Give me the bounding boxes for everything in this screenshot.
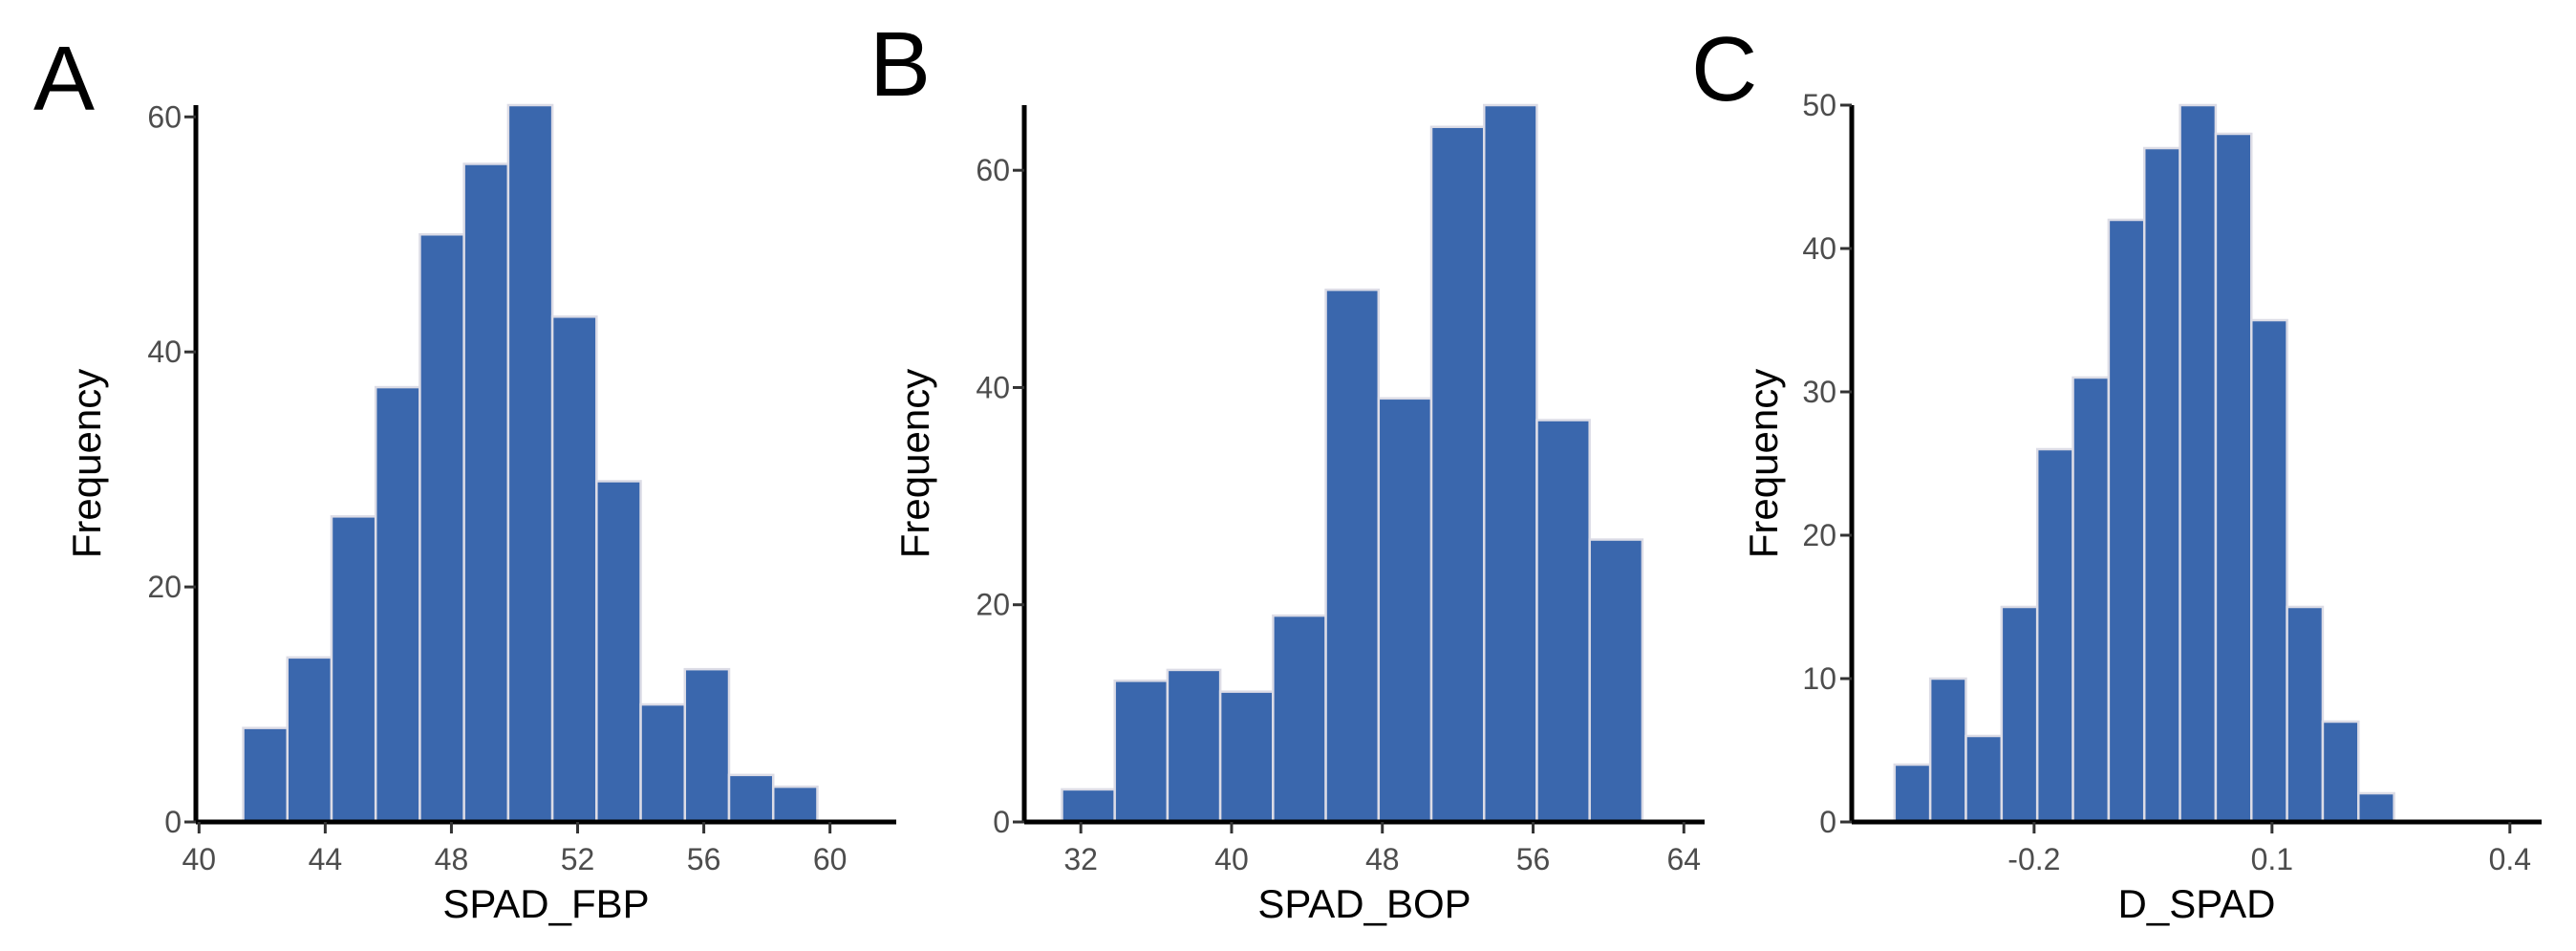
histogram-bar: [2250, 318, 2288, 824]
histogram-bar: [595, 480, 642, 824]
histogram-bar: [330, 515, 377, 824]
panel-letter: B: [869, 13, 931, 116]
histogram-bar: [2072, 376, 2111, 824]
histogram-bar: [242, 726, 290, 824]
histogram-bar: [771, 785, 819, 824]
histogram-bar: [1218, 690, 1275, 824]
histogram-bar: [1113, 680, 1170, 824]
histogram-bar: [2321, 720, 2360, 824]
x-tick-label: 56: [687, 842, 721, 876]
y-tick-label: 40: [1802, 231, 1836, 266]
y-tick-label: 40: [147, 335, 182, 369]
x-tick-label: 60: [813, 842, 848, 876]
histogram-bar: [286, 656, 333, 824]
y-tick-label: 20: [147, 570, 182, 604]
panel-letter: A: [33, 28, 95, 130]
histogram-bar: [1928, 677, 1967, 824]
histogram-bar: [2000, 605, 2039, 824]
panel-b: 32 40 48 56 64 0 20 40 60 SPAD_BOP Frequency B: [869, 13, 1705, 926]
y-tick-label: 10: [1802, 661, 1836, 696]
histogram-bar: [727, 773, 775, 824]
x-axis-title: D_SPAD: [2118, 881, 2276, 926]
histogram-bar: [1429, 125, 1486, 824]
y-tick-label: 0: [993, 805, 1010, 839]
histogram-bar: [1061, 788, 1116, 824]
histogram-bar: [2142, 146, 2181, 824]
histogram-bar: [419, 232, 465, 824]
histogram-bar: [1535, 419, 1591, 824]
y-tick-label: 0: [1819, 805, 1836, 839]
histogram-bar: [1588, 538, 1644, 824]
x-tick-label: 56: [1516, 842, 1551, 876]
histogram-bar: [1964, 734, 2004, 824]
histogram-bar: [1272, 614, 1327, 824]
y-tick-label: 50: [1802, 88, 1836, 122]
x-tick-label: 32: [1063, 842, 1098, 876]
y-tick-label: 20: [976, 588, 1010, 622]
x-tick-label: 64: [1667, 842, 1702, 876]
x-axis-title: SPAD_FBP: [442, 881, 649, 926]
histogram-bar: [2179, 103, 2218, 824]
y-axis-title: Frequency: [64, 369, 109, 558]
panel-letter: C: [1691, 18, 1757, 120]
x-axis-title: SPAD_BOP: [1257, 881, 1470, 926]
panel-c: -0.2 0.1 0.4 0 10 20 30 40 50 D_SPAD Frequency C: [1691, 18, 2542, 926]
histogram-bar: [2035, 447, 2074, 824]
y-axis-title: Frequency: [1741, 369, 1786, 558]
x-tick-label: 48: [435, 842, 469, 876]
histogram-bar: [462, 162, 510, 824]
histogram-bar: [1377, 397, 1433, 824]
x-tick-label: 48: [1365, 842, 1400, 876]
y-tick-label: 0: [164, 805, 182, 839]
y-tick-label: 30: [1802, 375, 1836, 409]
y-tick-label: 20: [1802, 518, 1836, 552]
histogram-bar: [639, 702, 687, 824]
x-tick-label: 44: [309, 842, 343, 876]
x-tick-label: 0.1: [2251, 842, 2293, 876]
histogram-bar: [374, 385, 421, 824]
histogram-bar: [1166, 668, 1222, 824]
histogram-bar: [2357, 791, 2395, 824]
histogram-bar: [2107, 218, 2146, 824]
y-tick-label: 40: [976, 370, 1010, 404]
y-tick-label: 60: [976, 153, 1010, 187]
x-tick-label: 40: [182, 842, 217, 876]
histogram-bar: [683, 667, 731, 824]
x-tick-label: -0.2: [2007, 842, 2060, 876]
histogram-bar: [506, 103, 554, 824]
panel-a: 40 44 48 52 56 60 0 20 40 60 SPAD_FBP Frequency A: [33, 28, 896, 926]
histogram-bar: [1893, 763, 1932, 824]
histogram-bar: [2286, 605, 2325, 824]
y-tick-label: 60: [147, 99, 182, 134]
histogram-bar: [1482, 103, 1538, 824]
y-axis-title: Frequency: [892, 369, 937, 558]
x-tick-label: 0.4: [2489, 842, 2531, 876]
x-tick-label: 40: [1214, 842, 1249, 876]
histogram-bar: [1324, 288, 1381, 824]
histogram-bar: [550, 315, 598, 824]
x-tick-label: 52: [561, 842, 595, 876]
histogram-bar: [2214, 132, 2253, 824]
